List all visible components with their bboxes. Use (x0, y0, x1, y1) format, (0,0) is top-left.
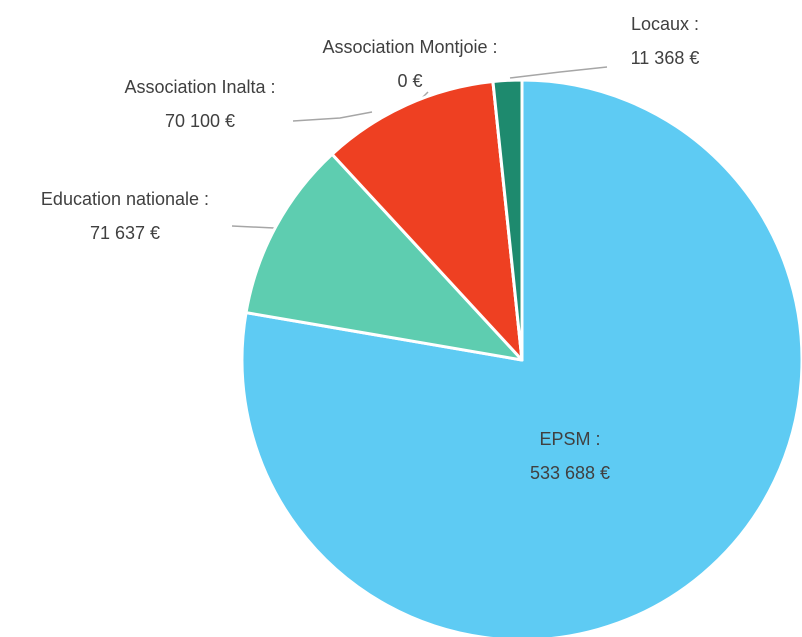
leader-line (509, 66, 608, 79)
slice-value-label: 0 € (397, 71, 422, 91)
pie-slice (330, 80, 524, 362)
slice-value-label: 533 688 € (530, 463, 610, 483)
leader-line (292, 111, 373, 122)
slice-value-label: 71 637 € (90, 223, 160, 243)
slice-label: Locaux : (631, 14, 699, 34)
slice-label: Education nationale : (41, 189, 209, 209)
slice-label: Association Inalta : (124, 77, 275, 97)
pie-slice (491, 78, 524, 362)
slice-label: EPSM : (539, 429, 600, 449)
leader-line (231, 225, 275, 229)
slice-label: Association Montjoie : (322, 37, 497, 57)
slice-value-label: 11 368 € (631, 48, 700, 68)
slice-value-label: 70 100 € (165, 111, 235, 131)
pie-slice (244, 152, 524, 362)
